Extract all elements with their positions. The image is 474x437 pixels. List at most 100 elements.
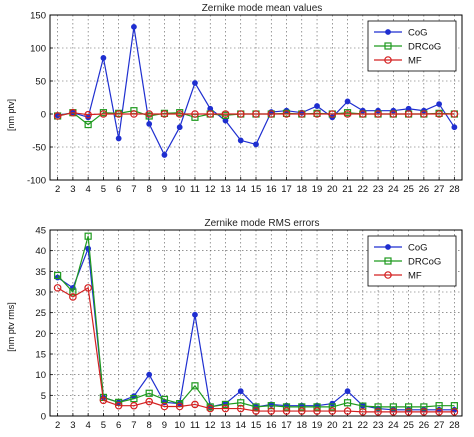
legend-label: CoG [408,243,428,254]
legend-marker [384,271,392,279]
data-point [206,110,215,118]
data-point [84,284,92,292]
series-line [57,286,455,413]
data-point [282,407,291,415]
data-point [206,404,215,413]
data-point [420,408,428,416]
data-point [298,403,306,411]
x-tick-label: 26 [419,184,430,195]
x-tick-label: 4 [85,184,90,195]
data-point [221,110,230,118]
data-point [84,110,92,119]
data-point [130,401,138,410]
x-tick-label: 9 [162,420,167,431]
data-point [161,152,168,158]
y-axis-label: [nm ptv] [6,99,16,131]
data-point [146,371,153,378]
data-point [145,389,153,397]
legend-label: CoG [408,28,428,39]
data-point [343,110,352,118]
data-point [313,110,321,118]
x-tick-label: 6 [116,420,121,431]
data-point [191,110,199,118]
data-point [420,403,428,411]
data-point [237,388,244,395]
data-point [115,135,122,142]
data-point [54,271,62,280]
x-tick-label: 13 [220,420,231,431]
x-tick-label: 8 [147,420,152,431]
y-tick-label: 35 [35,267,46,278]
x-tick-label: 7 [131,420,136,431]
x-tick-label: 3 [70,184,75,195]
y-tick-label: 0 [41,110,46,121]
data-point [99,110,108,118]
y-tick-label: 30 [35,288,46,299]
data-point [145,397,153,406]
x-tick-label: 2 [55,184,60,195]
data-point [420,110,428,118]
x-tick-label: 11 [190,420,200,431]
x-tick-label: 11 [190,184,200,195]
data-point [130,110,138,118]
data-point [267,110,276,118]
x-tick-label: 20 [327,420,338,431]
x-tick-label: 13 [220,184,231,195]
data-point [297,407,306,415]
x-tick-label: 14 [235,184,246,195]
data-point [404,408,413,416]
data-point [282,403,291,411]
data-point [221,404,230,413]
x-tick-label: 8 [147,184,152,195]
data-point [359,408,367,416]
y-tick-label: 15 [35,350,46,361]
legend-marker [384,42,392,50]
data-point [253,141,259,148]
x-tick-label: 15 [251,184,262,195]
x-tick-label: 2 [55,420,60,431]
data-point [130,395,138,403]
data-point [221,400,230,409]
series-line [57,236,455,408]
x-tick-label: 6 [116,184,121,195]
data-point [389,408,398,416]
data-point [450,408,459,416]
x-tick-label: 22 [358,420,369,431]
legend-label: MF [408,56,422,67]
data-point [69,293,77,301]
data-point [69,288,77,296]
x-tick-label: 7 [131,184,136,195]
x-tick-label: 18 [296,184,307,195]
data-point [435,408,443,416]
y-tick-label: 10 [35,370,46,381]
data-point [100,55,107,61]
x-tick-label: 18 [296,420,307,431]
x-tick-label: 19 [312,420,323,431]
data-point [267,402,275,410]
data-point [176,124,183,131]
x-tick-label: 23 [373,420,384,431]
data-point [328,110,337,118]
data-point [297,110,306,118]
data-point [389,403,397,411]
chart-title: Zernike mode RMS errors [204,218,319,229]
data-point [267,407,276,415]
data-point [53,112,62,120]
x-tick-label: 16 [266,420,277,431]
x-tick-label: 27 [434,420,445,431]
x-tick-label: 10 [174,184,185,195]
x-tick-label: 16 [266,184,277,195]
data-point [84,232,92,240]
y-tick-label: 40 [35,246,46,257]
x-tick-label: 3 [70,420,75,431]
data-point [69,108,77,117]
data-point [343,407,352,415]
legend-marker [384,56,392,64]
x-tick-label: 17 [281,420,292,431]
y-axis-label: [nm ptv rms] [6,302,16,352]
x-tick-label: 25 [403,420,414,431]
data-point [344,98,351,105]
x-tick-label: 26 [419,420,430,431]
x-tick-label: 9 [162,184,167,195]
